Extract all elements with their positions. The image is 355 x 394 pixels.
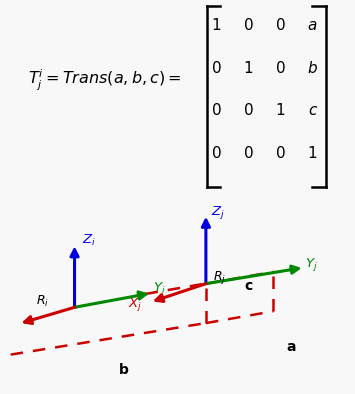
Text: 0: 0 bbox=[212, 146, 222, 161]
Text: c: c bbox=[308, 103, 317, 118]
Text: b: b bbox=[119, 363, 129, 377]
Text: 1: 1 bbox=[212, 18, 222, 33]
Text: $Z_i$: $Z_i$ bbox=[82, 233, 95, 248]
Text: a: a bbox=[308, 18, 317, 33]
Text: b: b bbox=[307, 61, 317, 76]
Text: 0: 0 bbox=[275, 18, 285, 33]
Text: $R_i$: $R_i$ bbox=[36, 294, 49, 309]
Text: 0: 0 bbox=[275, 61, 285, 76]
Text: 1: 1 bbox=[275, 103, 285, 118]
Text: 0: 0 bbox=[244, 146, 253, 161]
Text: 1: 1 bbox=[307, 146, 317, 161]
Text: 0: 0 bbox=[275, 146, 285, 161]
Text: $T_j^i = Trans(a,b,c) =$: $T_j^i = Trans(a,b,c) =$ bbox=[28, 68, 182, 93]
Text: 0: 0 bbox=[212, 103, 222, 118]
Text: c: c bbox=[244, 279, 253, 293]
Text: 0: 0 bbox=[212, 61, 222, 76]
Text: $R_j$: $R_j$ bbox=[213, 269, 226, 286]
Text: 0: 0 bbox=[244, 103, 253, 118]
Text: $X_j$: $X_j$ bbox=[128, 296, 142, 313]
Text: $Z_j$: $Z_j$ bbox=[211, 204, 225, 221]
Text: 1: 1 bbox=[244, 61, 253, 76]
Text: $Y_i$: $Y_i$ bbox=[153, 281, 165, 296]
Text: $Y_j$: $Y_j$ bbox=[305, 256, 318, 273]
Text: a: a bbox=[286, 340, 296, 354]
Text: 0: 0 bbox=[244, 18, 253, 33]
